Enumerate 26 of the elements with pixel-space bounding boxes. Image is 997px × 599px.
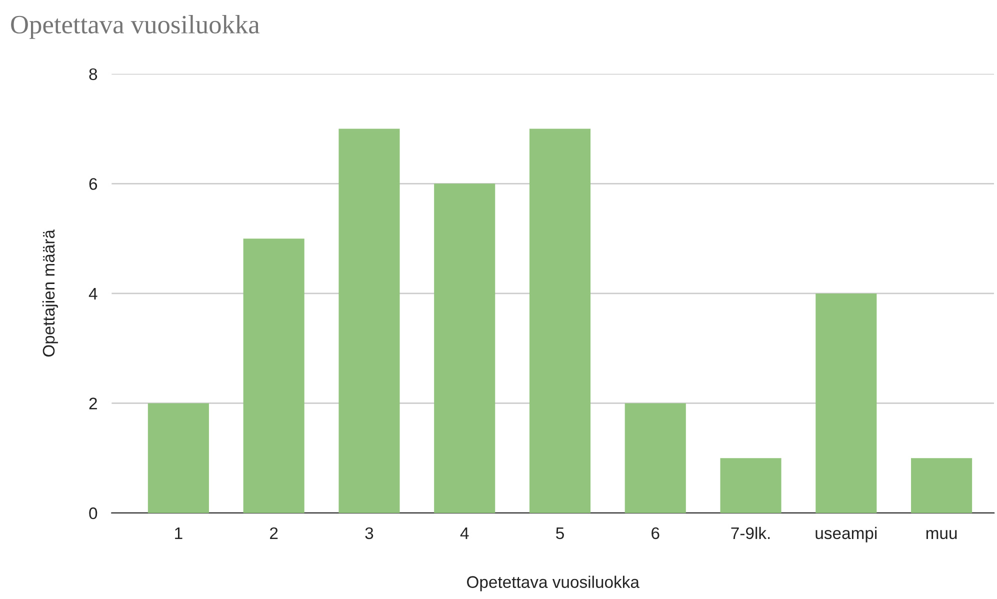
bar — [148, 403, 209, 513]
x-tick-label: 6 — [652, 527, 660, 540]
x-tick-label: useampi — [816, 526, 877, 542]
y-tick-label: 2 — [89, 398, 97, 410]
y-tick-label: 8 — [89, 68, 98, 80]
chart-title: Opetettava vuosiluokka — [11, 14, 260, 39]
x-tick-label: 1 — [175, 527, 182, 539]
bar — [624, 403, 686, 513]
x-tick-label: 7-9lk. — [731, 526, 770, 540]
bar — [529, 128, 591, 513]
bar — [434, 184, 496, 513]
bar — [816, 293, 877, 513]
y-tick-label: 4 — [88, 288, 98, 300]
bar — [243, 238, 304, 513]
x-tick-label: 5 — [556, 527, 564, 540]
bar — [720, 458, 782, 513]
x-tick-label: 3 — [365, 527, 374, 540]
x-tick-label: 4 — [460, 527, 469, 539]
bar — [338, 128, 400, 513]
y-tick-label: 6 — [89, 178, 98, 190]
x-tick-label: muu — [926, 530, 957, 540]
bar — [911, 458, 972, 513]
y-axis-title: Opettajien määrä — [42, 230, 58, 357]
x-tick-label: 2 — [270, 527, 278, 539]
x-axis-title: Opetettava vuosiluokka — [467, 576, 640, 592]
y-tick-label: 0 — [89, 507, 98, 520]
